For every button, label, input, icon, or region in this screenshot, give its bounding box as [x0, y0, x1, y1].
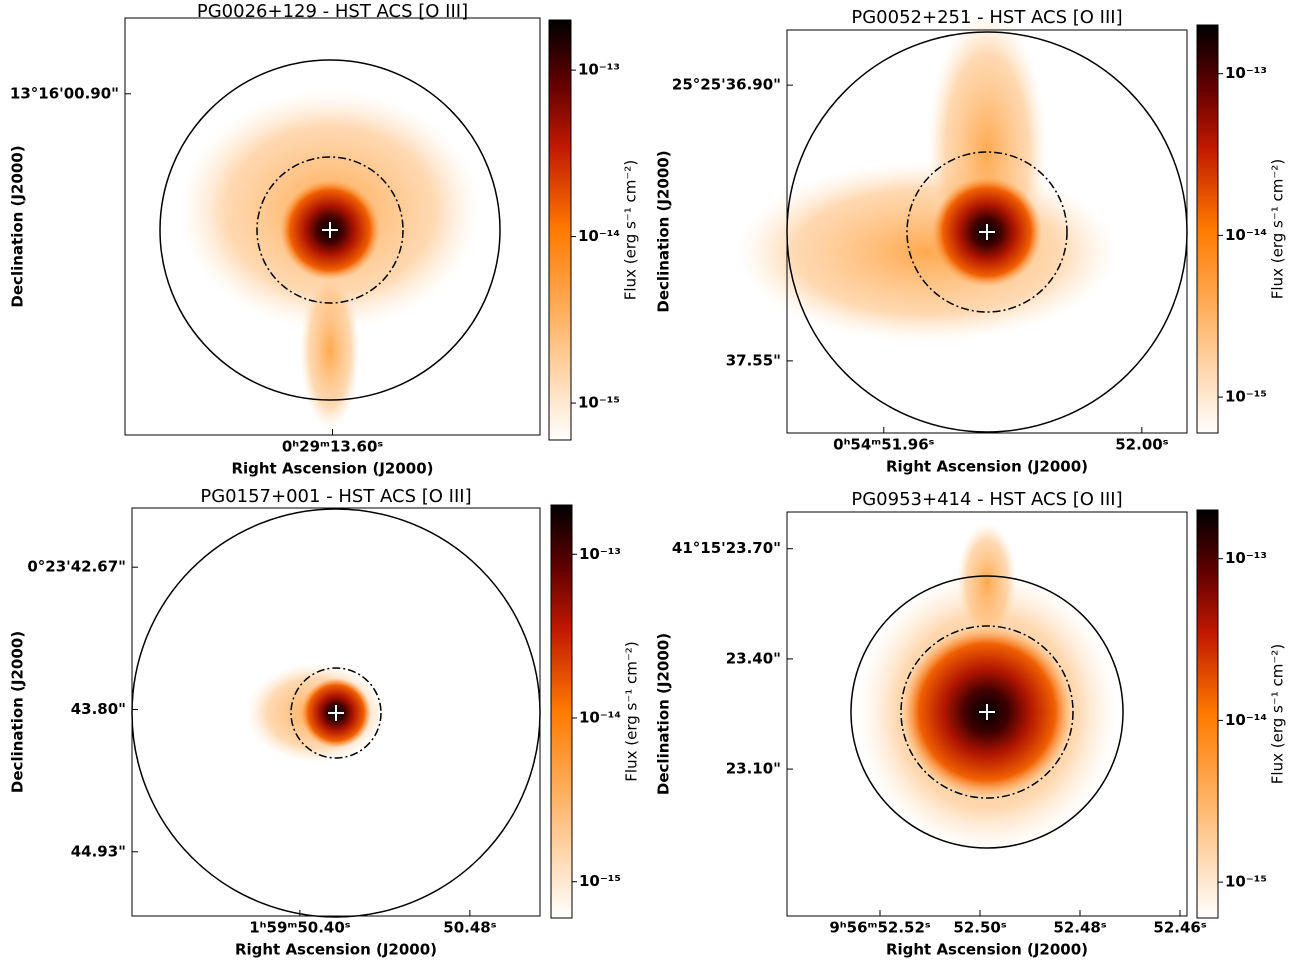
- panel: PG0052+251 - HST ACS [O III] Right Ascens…: [655, 7, 1287, 476]
- y-tick-label: 43.80": [71, 700, 126, 718]
- aperture-inner: [290, 667, 382, 759]
- colorbar-tick-label: 10⁻¹⁵: [1225, 388, 1267, 406]
- axes-frame: [131, 507, 541, 917]
- colorbar-tick-label: 10⁻¹³: [1225, 64, 1267, 82]
- panel-title: PG0052+251 - HST ACS [O III]: [851, 7, 1122, 28]
- colorbar-label: Flux (erg s⁻¹ cm⁻²): [1269, 644, 1287, 784]
- panel-title: PG0026+129 - HST ACS [O III]: [197, 1, 468, 22]
- nucleus-marker: [328, 705, 344, 721]
- colorbar: [548, 19, 572, 441]
- y-axis-label: Declination (J2000): [9, 145, 27, 307]
- colorbar-tick-label: 10⁻¹⁴: [579, 708, 621, 726]
- y-tick-label: 44.93": [71, 842, 126, 860]
- panel: PG0157+001 - HST ACS [O III] Right Ascens…: [9, 486, 641, 959]
- colorbar-tick-label: 10⁻¹³: [579, 545, 621, 563]
- x-tick-label: 1ʰ59ᵐ50.40ˢ: [249, 919, 351, 937]
- colorbar-label: Flux (erg s⁻¹ cm⁻²): [623, 641, 641, 781]
- aperture: [159, 59, 501, 401]
- x-tick-label: 52.00ˢ: [1115, 436, 1168, 454]
- y-tick-label: 41°15'23.70": [672, 539, 781, 557]
- y-tick-label: 13°16'00.90": [10, 84, 119, 102]
- y-axis-label: Declination (J2000): [655, 150, 673, 312]
- colorbar-tick-label: 10⁻¹⁵: [579, 872, 621, 890]
- colorbar-tick-label: 10⁻¹⁴: [1225, 226, 1267, 244]
- colorbar: [1196, 24, 1219, 434]
- axes-frame: [786, 511, 1188, 917]
- panel-title: PG0157+001 - HST ACS [O III]: [200, 486, 471, 507]
- x-tick-label: 0ʰ29ᵐ13.60ˢ: [282, 438, 384, 456]
- aperture-inner: [906, 151, 1068, 313]
- x-axis-label: Right Ascension (J2000): [886, 941, 1088, 959]
- emission: [300, 270, 360, 430]
- aperture-inner: [900, 625, 1074, 799]
- x-axis-label: Right Ascension (J2000): [235, 941, 437, 959]
- x-tick-label: 52.48ˢ: [1053, 919, 1106, 937]
- x-axis-label: Right Ascension (J2000): [886, 458, 1088, 476]
- y-tick-label: 25°25'36.90": [672, 76, 781, 94]
- emission: [737, 162, 1117, 342]
- y-axis-label: Declination (J2000): [655, 633, 673, 795]
- x-tick-label: 52.46ˢ: [1153, 919, 1206, 937]
- emission: [957, 522, 1017, 642]
- panel: PG0953+414 - HST ACS [O III] Right Ascens…: [655, 489, 1287, 959]
- colorbar: [1196, 509, 1219, 919]
- y-tick-label: 23.10": [726, 760, 781, 778]
- y-tick-label: 37.55": [726, 351, 781, 369]
- x-tick-label: 0ʰ54ᵐ51.96ˢ: [833, 436, 935, 454]
- colorbar-tick-label: 10⁻¹³: [578, 61, 620, 79]
- nucleus-marker: [979, 224, 995, 240]
- colorbar-label: Flux (erg s⁻¹ cm⁻²): [1269, 159, 1287, 299]
- colorbar-tick-label: 10⁻¹⁴: [1225, 711, 1267, 729]
- aperture-inner: [256, 156, 404, 304]
- colorbar-label: Flux (erg s⁻¹ cm⁻²): [622, 160, 640, 300]
- panel: PG0026+129 - HST ACS [O III] Right Ascens…: [9, 1, 640, 478]
- x-tick-label: 9ʰ56ᵐ52.52ˢ: [829, 919, 931, 937]
- nucleus-marker: [322, 222, 338, 238]
- y-tick-label: 0°23'42.67": [27, 558, 126, 576]
- nucleus-marker: [979, 704, 995, 720]
- x-axis-label: Right Ascension (J2000): [231, 460, 433, 478]
- y-axis-label: Declination (J2000): [9, 631, 27, 793]
- panel-title: PG0953+414 - HST ACS [O III]: [851, 489, 1122, 510]
- y-tick-label: 23.40": [726, 649, 781, 667]
- aperture: [850, 575, 1124, 849]
- colorbar: [550, 504, 573, 919]
- x-tick-label: 50.48ˢ: [443, 919, 496, 937]
- colorbar-tick-label: 10⁻¹⁵: [1225, 873, 1267, 891]
- colorbar-tick-label: 10⁻¹³: [1225, 549, 1267, 567]
- x-tick-label: 52.50ˢ: [953, 919, 1006, 937]
- colorbar-tick-label: 10⁻¹⁵: [578, 394, 620, 412]
- colorbar-tick-label: 10⁻¹⁴: [578, 227, 620, 245]
- axes-frame: [786, 29, 1188, 434]
